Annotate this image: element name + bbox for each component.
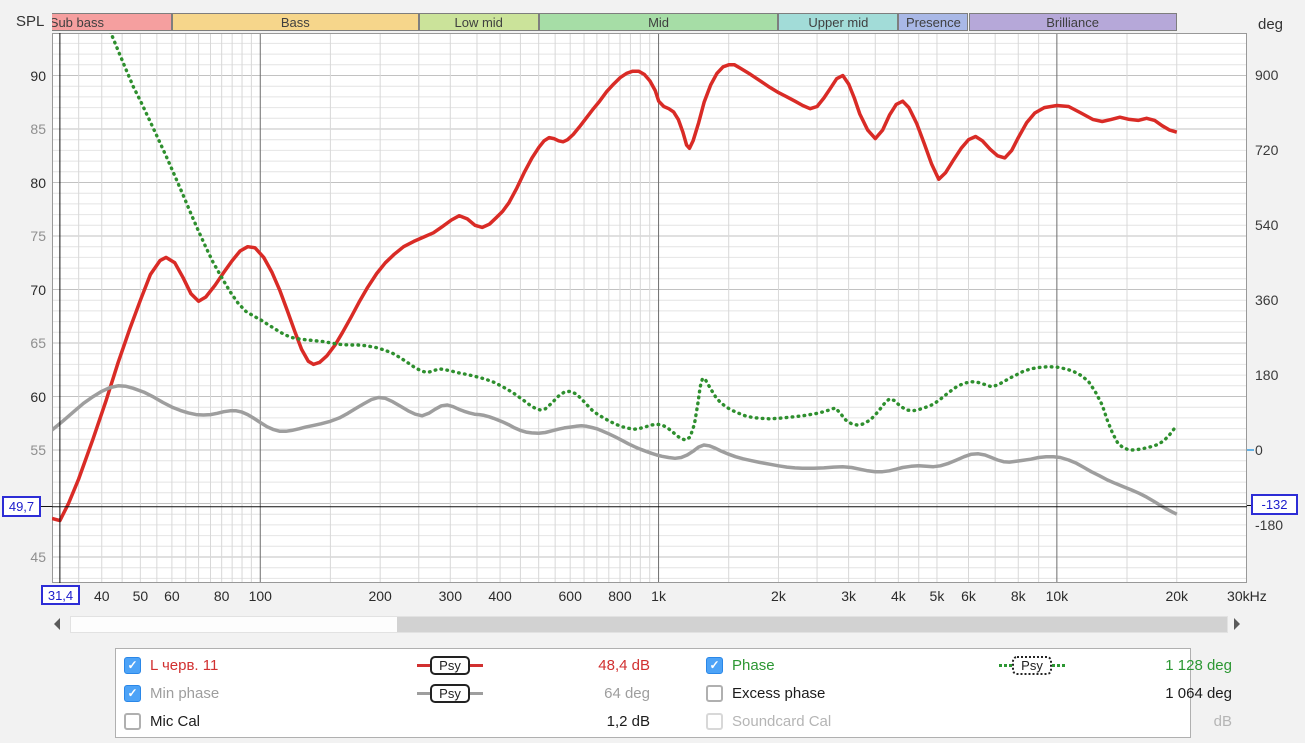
legend-row: Mic Cal 1,2 dB Soundcard Cal dB [124,707,1232,735]
band-mid: Mid [538,13,779,31]
spl-tick-60: 60 [30,388,46,405]
freq-tick-30kHz: 30kHz [1227,588,1267,604]
spl-tick-45: 45 [30,549,46,565]
min-phase-label: Min phase [150,684,220,702]
phase-tick-0: 0 [1255,442,1263,458]
scrollbar-right-arrow-icon[interactable] [1234,618,1240,630]
phase-cursor-value: 1 128 deg [1165,656,1232,674]
curve-phase [109,33,1179,452]
soundcard-cal-checkbox[interactable] [706,712,723,730]
psy-line-stub [1051,663,1065,667]
cursor-line-left-stub [41,506,52,507]
freq-tick-1k: 1k [651,588,666,604]
freq-tick-100: 100 [248,588,272,604]
psy-line-stub [469,691,483,695]
phase-psy-smoothing-button[interactable]: Psy [957,655,1107,675]
cursor-phase-readout[interactable]: -132 [1251,494,1298,515]
phase-tick-540: 540 [1255,217,1279,233]
phase-checkbox[interactable]: ✓ [706,656,723,674]
measurement-label: L черв. 11 [150,656,219,674]
phase-tick--180: -180 [1255,517,1284,533]
freq-tick-8k: 8k [1010,588,1026,604]
mic-cal-checkbox[interactable] [124,712,141,730]
freq-tick-2k: 2k [771,588,786,604]
spl-tick-55: 55 [30,442,46,458]
soundcard-cal-label: Soundcard Cal [732,712,832,730]
phase-tick-360: 360 [1255,292,1279,308]
freq-tick-800: 800 [608,588,632,604]
band-presence: Presence [898,13,969,31]
freq-tick-50: 50 [132,588,149,604]
band-brilliance: Brilliance [968,13,1177,31]
psy-smoothing-button[interactable]: Psy [375,655,525,675]
mic-cal-label: Mic Cal [150,712,201,730]
freq-tick-600: 600 [558,588,582,604]
spl-tick-80: 80 [30,174,46,191]
cursor-spl-readout[interactable]: 49,7 [2,496,41,517]
scrollbar-track[interactable] [70,616,1228,633]
phase-tick-720: 720 [1255,142,1279,158]
phase-tick-180: 180 [1255,367,1279,383]
phase-label: Phase [732,656,775,674]
plot-area[interactable] [52,33,1247,583]
legend-row: ✓ Min phase Psy 64 deg Excess phase 1 06… [124,679,1232,707]
cursor-frequency-readout[interactable]: 31,4 [41,585,80,605]
deg-axis-title: deg [1258,16,1284,33]
freq-tick-3k: 3k [841,588,856,604]
freq-tick-6k: 6k [961,588,976,604]
spl-axis-title: SPL [16,13,45,30]
psy-line-stub [417,663,431,667]
freq-tick-80: 80 [213,588,230,604]
frequency-scrollbar[interactable] [52,616,1247,633]
min-phase-psy-smoothing-button[interactable]: Psy [375,683,525,703]
frequency-band-strip: Sub bass Bass Low mid Mid Upper mid Presence B… [52,13,1247,31]
spl-tick-75: 75 [30,228,46,244]
psy-line-stub [999,663,1013,667]
legend-panel: ✓ L черв. 11 Psy 48,4 dB ✓ Phase Psy 1 1… [115,648,1232,738]
freq-tick-5k: 5k [929,588,945,604]
band-low-mid: Low mid [418,13,539,31]
soundcard-cal-cursor-value: dB [1213,712,1232,730]
freq-tick-4k: 4k [890,588,906,604]
min-phase-cursor-value: 64 deg [604,684,650,702]
scrollbar-left-arrow-icon[interactable] [54,618,60,630]
freq-tick-60: 60 [164,588,180,604]
mic-cal-cursor-value: 1,2 dB [606,712,650,730]
phase-zero-tick [1247,449,1254,451]
excess-phase-label: Excess phase [732,684,826,702]
freq-tick-20k: 20k [1165,588,1189,604]
psy-line-stub [469,663,483,667]
band-bass: Bass [171,13,419,31]
freq-tick-40: 40 [93,588,110,604]
freq-tick-400: 400 [488,588,512,604]
freq-tick-200: 200 [368,588,392,604]
spl-tick-90: 90 [30,67,46,84]
phase-tick-900: 900 [1255,67,1279,83]
spl-tick-70: 70 [30,281,46,298]
freq-tick-300: 300 [438,588,462,604]
curve-l-черв-11 [52,63,1178,523]
curve-min-phase [52,384,1178,516]
excess-phase-cursor-value: 1 064 deg [1165,684,1232,702]
psy-line-stub [417,691,431,695]
excess-phase-checkbox[interactable] [706,684,723,702]
measurement-checkbox[interactable]: ✓ [124,656,141,674]
spl-tick-85: 85 [30,121,46,137]
freq-tick-10k: 10k [1045,588,1069,604]
band-upper-mid: Upper mid [778,13,899,31]
cursor-line-right-stub [1247,505,1251,506]
legend-row: ✓ L черв. 11 Psy 48,4 dB ✓ Phase Psy 1 1… [124,651,1232,679]
band-sub-bass: Sub bass [52,13,172,31]
min-phase-checkbox[interactable]: ✓ [124,684,141,702]
spl-tick-65: 65 [30,335,46,351]
measurement-cursor-value: 48,4 dB [598,656,650,674]
scrollbar-thumb[interactable] [396,617,1227,632]
